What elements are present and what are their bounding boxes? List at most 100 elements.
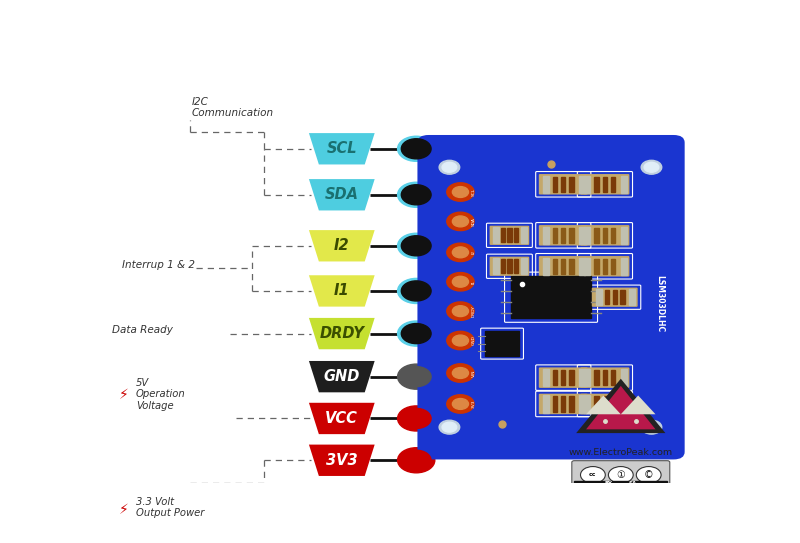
Bar [561, 228, 566, 243]
Polygon shape [586, 386, 655, 430]
Bar [602, 176, 607, 192]
Bar [521, 228, 526, 243]
FancyBboxPatch shape [572, 460, 670, 488]
Bar [584, 176, 590, 193]
Text: LSM303DLHC: LSM303DLHC [655, 275, 664, 332]
Circle shape [446, 302, 474, 320]
Polygon shape [309, 361, 374, 393]
Polygon shape [309, 445, 374, 476]
Text: ①: ① [617, 470, 625, 480]
FancyBboxPatch shape [581, 256, 630, 276]
FancyBboxPatch shape [539, 174, 588, 194]
Bar [485, 331, 519, 356]
Bar [620, 290, 625, 304]
Circle shape [644, 422, 659, 432]
Bar [574, 481, 667, 487]
Polygon shape [309, 403, 374, 434]
Bar [594, 176, 598, 192]
Polygon shape [621, 395, 655, 414]
Bar [570, 396, 574, 412]
Circle shape [581, 466, 606, 483]
Circle shape [398, 279, 435, 304]
FancyBboxPatch shape [581, 174, 630, 194]
Text: ©: © [644, 470, 654, 480]
Bar [521, 258, 526, 274]
Text: 5V
Operation
Voltage: 5V Operation Voltage [136, 377, 186, 411]
Text: I1: I1 [471, 280, 475, 284]
FancyBboxPatch shape [592, 288, 638, 307]
Circle shape [402, 281, 431, 301]
Bar [594, 370, 598, 386]
Text: SDA: SDA [325, 187, 358, 203]
Bar [570, 176, 574, 192]
Circle shape [641, 160, 662, 174]
Circle shape [446, 331, 474, 350]
FancyBboxPatch shape [581, 225, 630, 245]
Circle shape [446, 364, 474, 382]
Text: GND: GND [471, 336, 475, 345]
Bar [542, 258, 549, 275]
Text: GND: GND [324, 369, 360, 384]
Bar [621, 258, 627, 275]
Text: SCL: SCL [326, 141, 357, 156]
Text: 3V3: 3V3 [471, 400, 475, 408]
Text: 3.3 Volt
Output Power: 3.3 Volt Output Power [136, 497, 204, 519]
Circle shape [439, 160, 460, 174]
FancyBboxPatch shape [418, 135, 685, 459]
Bar [579, 176, 586, 193]
Bar [542, 395, 549, 413]
Text: ⚡: ⚡ [118, 503, 129, 517]
Circle shape [641, 420, 662, 434]
Circle shape [452, 276, 469, 287]
Bar [570, 228, 574, 243]
Circle shape [452, 335, 469, 346]
Bar [494, 228, 499, 243]
FancyBboxPatch shape [490, 257, 530, 276]
Bar [621, 395, 627, 413]
Bar [494, 258, 499, 274]
Bar [514, 228, 518, 242]
Bar [579, 369, 586, 386]
Bar [553, 228, 557, 243]
Circle shape [402, 185, 431, 205]
Bar [561, 370, 566, 386]
Circle shape [402, 236, 431, 256]
Text: DRDY: DRDY [319, 326, 364, 341]
Circle shape [452, 216, 469, 227]
FancyBboxPatch shape [539, 225, 588, 245]
Text: 3V3: 3V3 [326, 453, 358, 468]
Bar [602, 228, 607, 243]
Bar [584, 258, 590, 275]
Text: SDA: SDA [471, 217, 475, 226]
Circle shape [402, 139, 431, 159]
Bar [514, 259, 518, 273]
Bar [621, 176, 627, 193]
Bar [507, 228, 511, 242]
Circle shape [398, 233, 435, 258]
Bar [584, 395, 590, 413]
Bar [595, 289, 602, 305]
Text: SCL: SCL [471, 188, 475, 196]
FancyBboxPatch shape [539, 394, 588, 414]
Bar [542, 369, 549, 386]
Circle shape [446, 243, 474, 262]
Polygon shape [309, 133, 374, 165]
Bar [553, 396, 557, 412]
Text: I2: I2 [471, 250, 475, 254]
Bar [602, 258, 607, 274]
Bar [570, 370, 574, 386]
Circle shape [446, 183, 474, 201]
Bar [611, 396, 615, 412]
Bar [611, 370, 615, 386]
Bar [561, 176, 566, 192]
Circle shape [398, 182, 435, 207]
Bar [611, 258, 615, 274]
Circle shape [446, 273, 474, 291]
FancyBboxPatch shape [581, 394, 630, 414]
Circle shape [452, 399, 469, 409]
Circle shape [442, 162, 457, 172]
FancyBboxPatch shape [490, 226, 530, 245]
Bar [594, 258, 598, 274]
Bar [611, 228, 615, 243]
Bar [605, 290, 609, 304]
